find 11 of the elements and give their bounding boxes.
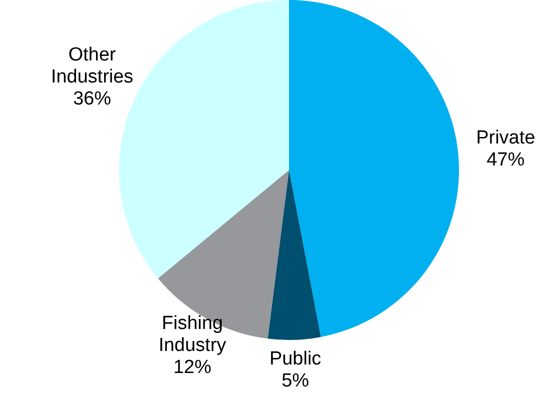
data-label: 36%	[73, 88, 112, 110]
slice-label: Public	[269, 348, 322, 370]
slice-label: Other Industries	[50, 44, 134, 88]
data-label: 47%	[486, 150, 525, 171]
pie-slice	[289, 0, 459, 337]
slice-label: Fishing Industry	[158, 312, 227, 356]
data-label: 12%	[173, 356, 212, 378]
slice-label: Private	[476, 128, 536, 149]
data-label: 5%	[282, 370, 310, 392]
pie-slice	[158, 170, 289, 339]
pie-slice	[268, 170, 321, 340]
